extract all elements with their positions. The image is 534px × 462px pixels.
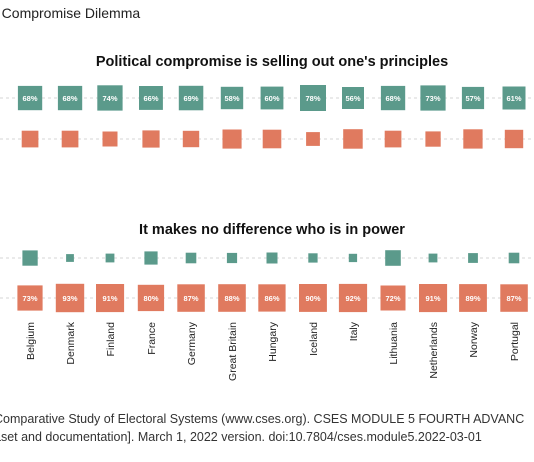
x-tick-label: Netherlands <box>428 322 440 379</box>
x-tick-label: France <box>146 322 158 355</box>
data-square <box>380 285 406 311</box>
data-square <box>21 130 39 148</box>
data-square <box>139 86 163 110</box>
data-square <box>463 129 483 149</box>
data-square <box>343 129 363 149</box>
data-square <box>502 86 526 110</box>
data-label: 78% <box>305 94 320 103</box>
data-square <box>419 284 448 313</box>
data-square <box>420 85 446 111</box>
data-label: 56% <box>345 94 360 103</box>
x-tick-label: Lithuania <box>388 322 400 365</box>
data-square <box>262 129 282 149</box>
data-square <box>105 253 115 263</box>
data-square <box>226 252 238 264</box>
data-square <box>222 129 242 149</box>
data-square <box>308 253 318 263</box>
data-square <box>508 252 520 264</box>
data-square <box>102 131 118 147</box>
data-square <box>380 85 406 111</box>
data-square <box>384 130 402 148</box>
data-square <box>218 284 246 312</box>
data-square <box>300 85 326 111</box>
data-square <box>66 254 74 262</box>
data-label: 60% <box>264 94 279 103</box>
data-label: 87% <box>183 294 198 303</box>
data-label: 68% <box>22 94 37 103</box>
data-square <box>428 253 438 263</box>
data-square <box>468 253 478 263</box>
data-square <box>96 284 125 313</box>
source-line-1: Comparative Study of Electoral Systems (… <box>0 412 525 426</box>
data-label: 91% <box>102 294 117 303</box>
data-square <box>385 250 401 266</box>
data-square <box>459 284 487 312</box>
x-tick-label: Portugal <box>509 322 521 361</box>
data-square <box>299 284 327 312</box>
data-label: 69% <box>183 94 198 103</box>
data-label: 93% <box>62 294 77 303</box>
data-square <box>220 86 244 110</box>
data-label: 58% <box>224 94 239 103</box>
data-label: 87% <box>506 294 521 303</box>
data-label: 74% <box>102 94 117 103</box>
x-tick-label: Belgium <box>25 322 37 360</box>
data-label: 66% <box>143 94 158 103</box>
data-square <box>17 285 43 311</box>
data-square <box>22 250 38 266</box>
x-tick-label: Germany <box>186 321 198 365</box>
data-square <box>61 130 79 148</box>
panel-title-1: Political compromise is selling out one'… <box>96 54 448 70</box>
data-label: 89% <box>465 294 480 303</box>
panel-title-2: It makes no difference who is in power <box>139 222 405 238</box>
data-square <box>185 252 197 264</box>
data-square <box>137 284 165 312</box>
x-tick-label: Italy <box>348 321 360 341</box>
data-square <box>258 284 286 312</box>
data-square <box>504 129 524 149</box>
x-tick-label: Hungary <box>267 321 279 361</box>
data-square <box>266 252 278 264</box>
data-label: 61% <box>506 94 521 103</box>
data-label: 73% <box>425 94 440 103</box>
data-square <box>338 283 368 313</box>
data-square <box>57 85 83 111</box>
x-tick-label: Great Britain <box>227 322 239 381</box>
data-label: 92% <box>345 294 360 303</box>
data-square <box>260 86 284 110</box>
x-tick-label: Iceland <box>308 322 320 356</box>
data-label: 80% <box>143 294 158 303</box>
data-square <box>182 130 200 148</box>
data-label: 73% <box>22 294 37 303</box>
x-tick-label: Finland <box>105 322 117 357</box>
source-line-2: aset and documentation]. March 1, 2022 v… <box>0 430 482 444</box>
data-label: 91% <box>425 294 440 303</box>
data-label: 72% <box>385 294 400 303</box>
data-square <box>500 284 528 312</box>
data-label: 86% <box>264 294 279 303</box>
data-square <box>55 283 85 313</box>
data-square <box>461 86 485 110</box>
data-label: 68% <box>62 94 77 103</box>
data-square <box>144 251 158 265</box>
data-label: 57% <box>465 94 480 103</box>
data-label: 90% <box>305 294 320 303</box>
data-square <box>425 131 441 147</box>
data-square <box>142 130 160 148</box>
data-square <box>177 284 205 312</box>
data-square <box>178 85 204 111</box>
page-title: e Compromise Dilemma <box>0 5 141 21</box>
data-square <box>342 87 364 109</box>
x-tick-label: Norway <box>468 321 480 357</box>
data-square <box>97 85 123 111</box>
data-square <box>306 132 320 146</box>
x-tick-label: Denmark <box>65 321 77 364</box>
data-square <box>17 85 43 111</box>
data-square <box>348 253 358 263</box>
data-label: 68% <box>385 94 400 103</box>
data-label: 88% <box>224 294 239 303</box>
